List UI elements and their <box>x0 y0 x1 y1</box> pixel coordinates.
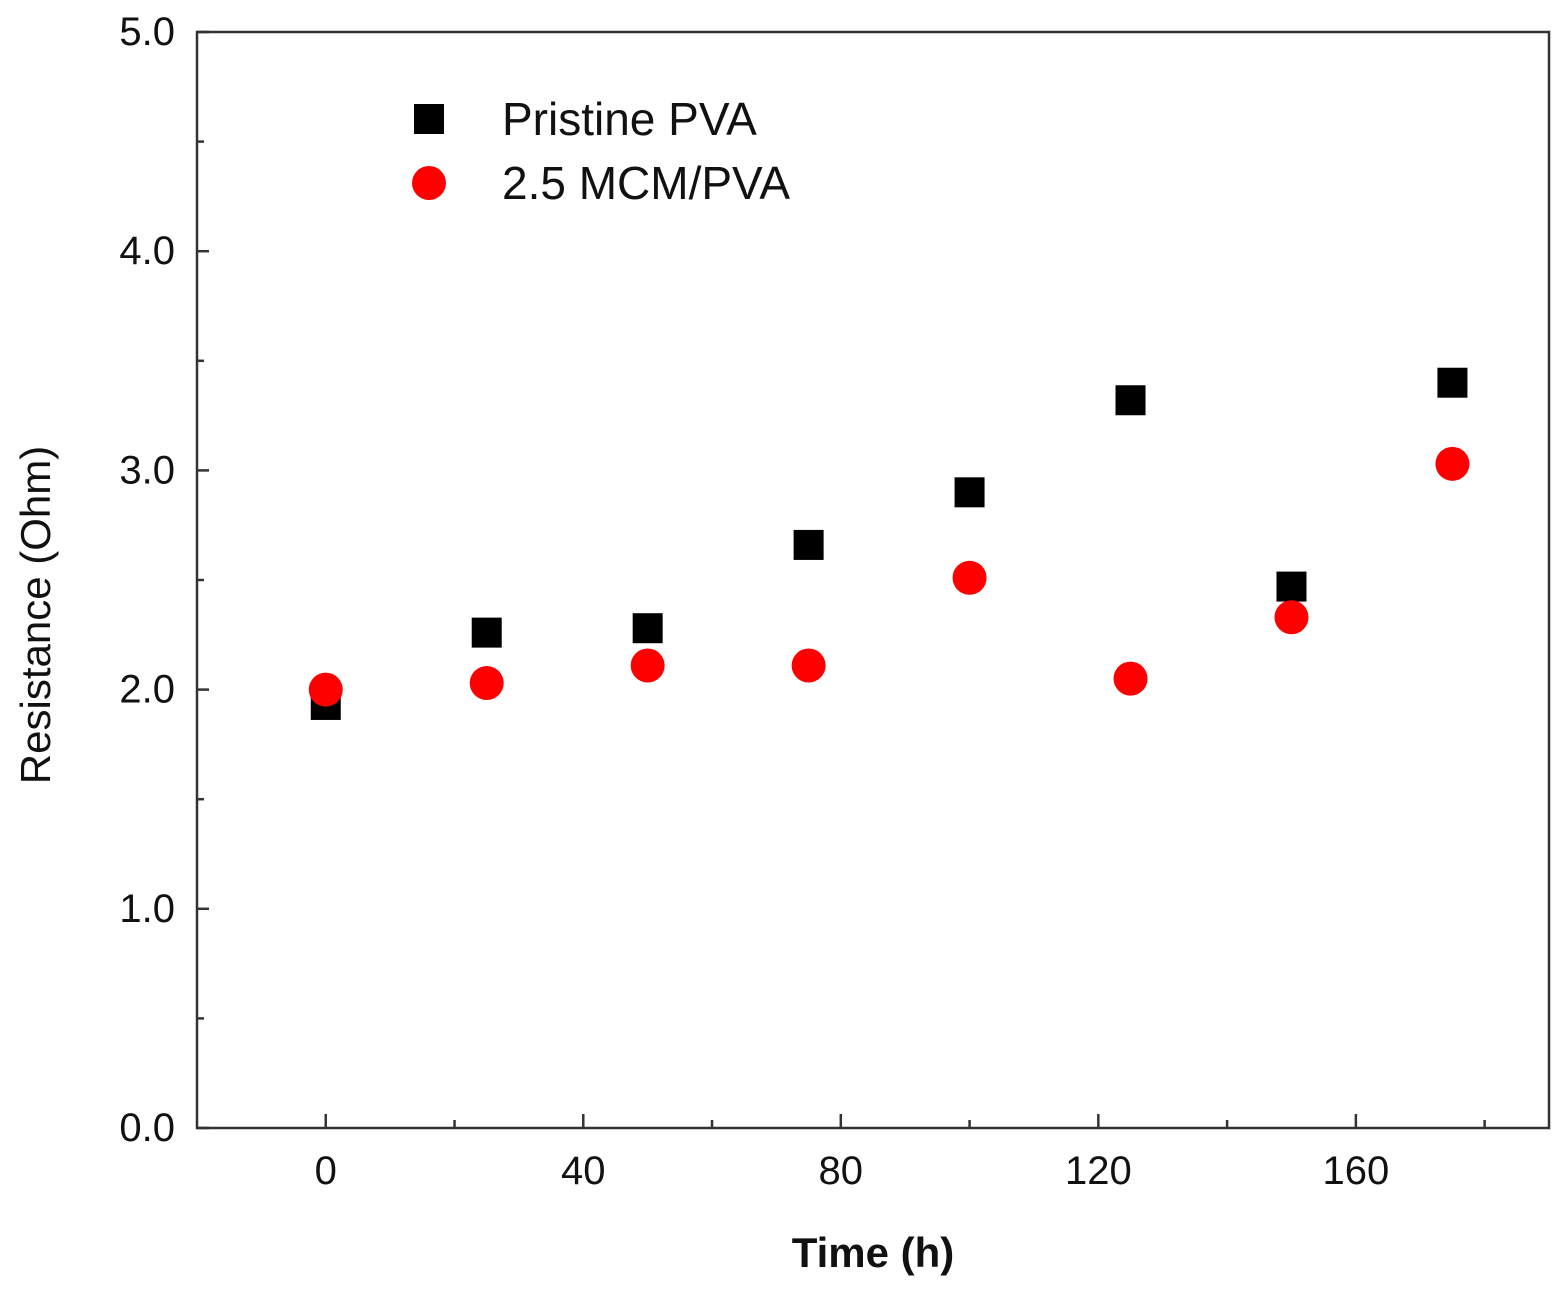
data-point-circle <box>952 560 987 595</box>
data-point-square <box>471 617 502 648</box>
data-point-circle <box>1274 600 1309 635</box>
legend-label: Pristine PVA <box>502 93 757 145</box>
legend-label: 2.5 MCM/PVA <box>502 157 790 209</box>
data-point-circle <box>791 648 826 683</box>
data-point-circle <box>469 666 504 701</box>
legend: Pristine PVA 2.5 MCM/PVA <box>412 93 790 209</box>
series-mcm-pva <box>308 446 1470 707</box>
data-point-square <box>1276 571 1307 602</box>
y-tick-label: 5.0 <box>119 10 175 54</box>
data-point-circle <box>308 672 343 707</box>
x-tick-label: 80 <box>819 1149 864 1193</box>
data-point-square <box>954 477 985 508</box>
series-pristine-pva <box>310 367 1468 720</box>
y-tick-label: 0.0 <box>119 1106 175 1150</box>
data-point-square <box>1437 367 1468 398</box>
x-tick-label: 40 <box>561 1149 606 1193</box>
data-point-circle <box>1113 661 1148 696</box>
data-series <box>308 367 1470 720</box>
data-point-circle <box>1435 446 1470 481</box>
data-point-circle <box>630 648 665 683</box>
x-axis-title: Time (h) <box>792 1229 955 1276</box>
plot-frame <box>195 30 1551 1130</box>
data-point-square <box>1115 385 1146 416</box>
data-point-square <box>793 529 824 560</box>
x-tick-label: 0 <box>315 1149 337 1193</box>
y-axis-ticks: 0.0 1.0 2.0 3.0 4.0 5.0 <box>119 10 209 1150</box>
legend-marker-circle <box>412 166 446 200</box>
y-axis-title: Resistance (Ohm) <box>12 446 59 784</box>
y-tick-label: 4.0 <box>119 229 175 273</box>
y-tick-label: 3.0 <box>119 448 175 492</box>
legend-marker-square <box>414 104 444 134</box>
data-point-square <box>632 613 663 644</box>
x-tick-label: 160 <box>1322 1149 1389 1193</box>
x-axis-ticks: 0 40 80 120 160 <box>315 1114 1486 1193</box>
y-tick-label: 1.0 <box>119 887 175 931</box>
x-tick-label: 120 <box>1065 1149 1132 1193</box>
y-tick-label: 2.0 <box>119 668 175 712</box>
